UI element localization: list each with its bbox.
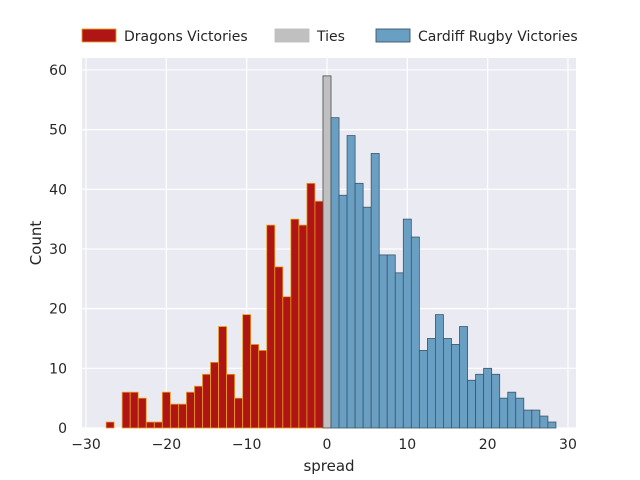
bar-series-0 bbox=[218, 326, 227, 429]
legend-entry: Ties bbox=[274, 28, 345, 45]
bar-series-2 bbox=[531, 409, 541, 429]
bar-series-0 bbox=[226, 373, 236, 429]
bar-series-0 bbox=[105, 421, 115, 429]
bar-series-0 bbox=[258, 350, 268, 429]
bar-series-0 bbox=[169, 403, 179, 429]
bar-series-0 bbox=[177, 403, 187, 429]
legend-swatch bbox=[274, 28, 310, 43]
bar-series-2 bbox=[459, 326, 468, 429]
bar-series-0 bbox=[242, 314, 252, 429]
legend-label: Ties bbox=[316, 29, 345, 45]
bar-series-2 bbox=[507, 391, 517, 429]
bar-series-2 bbox=[330, 117, 340, 429]
legend-swatch bbox=[81, 28, 117, 43]
bar-series-2 bbox=[435, 314, 444, 429]
bar-series-2 bbox=[475, 373, 485, 429]
bar-series-2 bbox=[354, 182, 364, 429]
bar-series-0 bbox=[186, 391, 195, 429]
bar-series-2 bbox=[523, 409, 533, 429]
bar-series-0 bbox=[250, 344, 260, 429]
bar-series-2 bbox=[410, 236, 420, 429]
bars bbox=[105, 75, 557, 429]
bar-series-2 bbox=[443, 338, 452, 429]
bar-series-2 bbox=[338, 194, 348, 429]
y-tick-label: 20 bbox=[49, 302, 67, 318]
bar-series-1 bbox=[322, 75, 332, 429]
bar-series-0 bbox=[290, 218, 300, 429]
bar-series-2 bbox=[402, 218, 412, 429]
y-tick-label: 0 bbox=[58, 421, 67, 437]
x-tick-label: 20 bbox=[479, 437, 497, 453]
bar-series-0 bbox=[298, 224, 308, 429]
x-axis-label: spread bbox=[303, 457, 354, 475]
bar-series-2 bbox=[394, 272, 404, 429]
bar-series-2 bbox=[467, 379, 476, 429]
bar-series-2 bbox=[418, 350, 428, 429]
x-tick-label: −10 bbox=[232, 437, 262, 453]
legend-label: Cardiff Rugby Victories bbox=[418, 29, 578, 45]
bar-series-0 bbox=[202, 373, 211, 429]
bar-series-0 bbox=[266, 224, 276, 429]
legend-entry: Cardiff Rugby Victories bbox=[375, 28, 578, 45]
bar-series-0 bbox=[194, 385, 203, 429]
tick-labels: −30 −20 −10 0 10 20 30 0 10 20 30 40 50 60 bbox=[49, 63, 577, 453]
bar-series-0 bbox=[137, 397, 147, 429]
bar-series-2 bbox=[346, 135, 356, 429]
bar-series-2 bbox=[547, 421, 557, 429]
x-tick-label: −30 bbox=[71, 437, 101, 453]
bar-series-0 bbox=[314, 200, 324, 429]
bar-series-0 bbox=[121, 391, 131, 429]
y-tick-label: 40 bbox=[49, 182, 67, 198]
bar-series-2 bbox=[386, 254, 396, 429]
bar-series-2 bbox=[426, 338, 436, 429]
y-tick-label: 60 bbox=[49, 63, 67, 79]
bar-series-0 bbox=[161, 391, 171, 429]
bar-series-2 bbox=[378, 254, 388, 429]
x-tick-label: 10 bbox=[398, 437, 416, 453]
bar-series-0 bbox=[153, 421, 163, 429]
bar-series-0 bbox=[282, 296, 292, 429]
x-tick-label: 0 bbox=[323, 437, 332, 453]
bar-series-0 bbox=[210, 361, 219, 429]
bar-series-0 bbox=[145, 421, 155, 429]
legend: Dragons Victories Ties Cardiff Rugby Victo… bbox=[81, 28, 578, 45]
bar-series-2 bbox=[370, 153, 380, 429]
x-tick-label: 30 bbox=[559, 437, 577, 453]
bar-series-0 bbox=[306, 182, 316, 429]
bar-series-2 bbox=[451, 344, 460, 429]
legend-entry: Dragons Victories bbox=[81, 28, 248, 45]
bar-series-0 bbox=[129, 391, 139, 429]
legend-label: Dragons Victories bbox=[124, 29, 248, 45]
bar-series-2 bbox=[515, 397, 525, 429]
y-tick-label: 30 bbox=[49, 242, 67, 258]
bar-series-2 bbox=[491, 373, 501, 429]
bar-series-2 bbox=[483, 367, 493, 429]
legend-swatch bbox=[375, 28, 411, 43]
bar-series-0 bbox=[234, 397, 244, 429]
x-tick-label: −20 bbox=[152, 437, 182, 453]
y-tick-label: 50 bbox=[49, 123, 67, 139]
bar-series-2 bbox=[362, 206, 372, 429]
bar-series-0 bbox=[274, 266, 284, 429]
y-axis-label: Count bbox=[27, 221, 45, 266]
y-tick-label: 10 bbox=[49, 361, 67, 377]
bar-series-2 bbox=[539, 415, 549, 429]
bar-series-2 bbox=[499, 397, 509, 429]
